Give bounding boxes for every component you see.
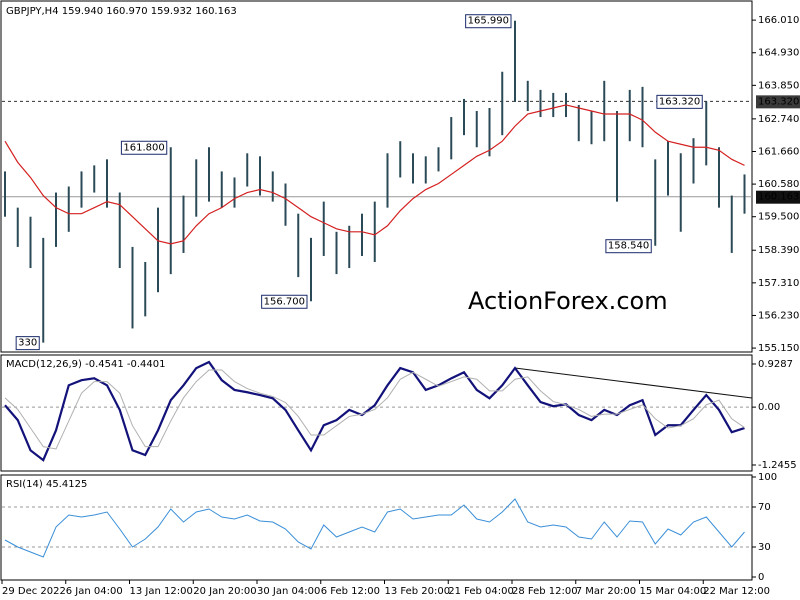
price-annotation: 158.540 (608, 241, 649, 252)
price-annotation: 156.700 (264, 296, 305, 307)
price-annotation: 165.990 (468, 16, 509, 27)
panel-title: MACD(12,26,9) -0.4541 -0.4401 (6, 359, 166, 370)
indicator-line (4, 360, 745, 462)
label-box (465, 14, 512, 29)
price-annotation: 163.320 (659, 96, 700, 107)
y-tick-label: 70 (758, 502, 771, 513)
label-box (15, 336, 40, 351)
label-box (120, 140, 168, 155)
label-box (756, 190, 800, 204)
price-annotation: 330 (18, 338, 37, 349)
y-tick-label: 158.390 (758, 245, 799, 256)
x-tick-label: 22 Mar 12:00 (703, 586, 770, 597)
x-tick-label: 30 Jan 04:00 (257, 586, 320, 597)
x-tick-label: 7 Mar 20:00 (576, 586, 636, 597)
label-box (261, 294, 308, 309)
y-tick-label: 156.230 (758, 310, 799, 321)
y-tick-label: 164.930 (758, 48, 799, 59)
x-tick-label: 13 Jan 12:00 (130, 586, 193, 597)
panel-title: GBPJPY,H4 159.940 160.970 159.932 160.16… (6, 6, 237, 17)
x-tick-label: 6 Feb 12:00 (321, 586, 380, 597)
y-tick-label: 161.660 (758, 146, 799, 157)
label-box (656, 94, 703, 109)
y-tick-label: 157.310 (758, 278, 799, 289)
label-box (756, 95, 800, 109)
y-tick-label: 100 (758, 472, 777, 483)
indicator-line (4, 369, 745, 450)
x-tick-label: 6 Jan 04:00 (66, 586, 123, 597)
price-panel (0, 0, 753, 353)
panel-title: RSI(14) 45.4125 (6, 479, 87, 490)
y-tick-label: -1.2455 (758, 460, 797, 471)
trend-line (514, 367, 753, 399)
y-tick-label: 159.500 (758, 212, 799, 223)
y-tick-label: 0.00 (758, 402, 780, 413)
y-tick-label: 162.740 (758, 114, 799, 125)
y-tick-label: 30 (758, 542, 771, 553)
indicator-line (4, 104, 745, 245)
y-tick-label: 166.010 (758, 15, 799, 26)
x-tick-label: 21 Feb 04:00 (448, 586, 514, 597)
price-annotation: 161.800 (123, 142, 164, 153)
indicator-line (4, 498, 745, 558)
y-tick-label: 155.150 (758, 343, 799, 354)
y-tick-label: 0 (758, 572, 764, 583)
x-tick-label: 13 Feb 20:00 (385, 586, 451, 597)
x-tick-label: 20 Jan 20:00 (193, 586, 256, 597)
price-line-label: 160.163 (758, 192, 799, 203)
rsi-panel (0, 474, 753, 581)
y-tick-label: 163.850 (758, 80, 799, 91)
y-tick-label: 0.9287 (758, 359, 793, 370)
label-box (605, 239, 652, 254)
macd-panel (0, 354, 753, 472)
x-tick-label: 29 Dec 2022 (2, 586, 66, 597)
watermark: ActionForex.com (468, 287, 668, 315)
y-tick-label: 160.580 (758, 179, 799, 190)
price-line-label: 163.320 (758, 96, 799, 107)
x-tick-label: 15 Mar 04:00 (640, 586, 707, 597)
x-tick-label: 28 Feb 12:00 (512, 586, 578, 597)
